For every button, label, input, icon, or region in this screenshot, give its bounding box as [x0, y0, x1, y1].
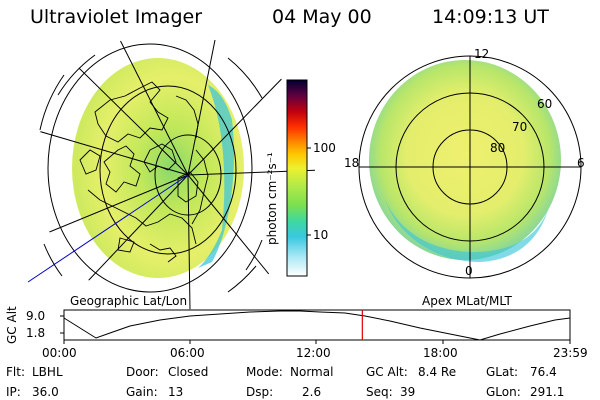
- colorbar-frame: [286, 79, 308, 277]
- altitude-curve: [63, 310, 571, 341]
- mlat-label-80: 80: [490, 141, 506, 155]
- altitude-tick-9: 9.0: [26, 309, 46, 323]
- time-tick-0000: 00:00: [42, 346, 77, 360]
- mlat-label-70: 70: [512, 120, 528, 134]
- magnetic-polar-panel: [358, 55, 582, 279]
- info-flt-value: LBHL: [32, 365, 63, 379]
- altitude-axis-label: GC Alt: [5, 306, 19, 344]
- info-door-value: Closed: [168, 365, 209, 379]
- magnetic-panel-caption: Apex MLat/MLT: [422, 294, 512, 308]
- geographic-panel-caption: Geographic Lat/Lon: [70, 294, 188, 308]
- time-tick-1800: 18:00: [423, 346, 458, 360]
- info-mode-value: Normal: [290, 365, 334, 379]
- mlat-label-60: 60: [537, 97, 553, 111]
- emission-edge-right: [385, 200, 548, 262]
- mlt-label-0: 0: [465, 264, 473, 278]
- altitude-plot-frame: [63, 309, 571, 341]
- info-dsp-key: Dsp:: [246, 385, 274, 399]
- info-mode-key: Mode:: [246, 365, 283, 379]
- info-gcalt-value: 8.4 Re: [418, 365, 457, 379]
- info-ip-key: IP:: [6, 385, 21, 399]
- info-glat-value: 76.4: [530, 365, 557, 379]
- date-label: 04 May 00: [272, 6, 372, 28]
- info-gain-value: 13: [168, 385, 184, 399]
- time-ticks: [60, 315, 571, 344]
- info-flt-key: Flt:: [6, 365, 25, 379]
- altitude-plot: [60, 309, 571, 344]
- altitude-tick-1-8: 1.8: [26, 326, 46, 340]
- info-dsp-value: 2.6: [302, 385, 322, 399]
- info-glat-key: GLat:: [486, 365, 519, 379]
- info-glon-value: 291.1: [530, 385, 565, 399]
- uv-emission-image-right: [369, 60, 561, 260]
- colorbar: [286, 79, 311, 277]
- info-gcalt-key: GC Alt:: [366, 365, 408, 379]
- info-ip-value: 36.0: [32, 385, 59, 399]
- earth-limb-arcs: [39, 54, 263, 293]
- emission-edge-left: [198, 85, 234, 268]
- info-seq-key: Seq:: [366, 385, 393, 399]
- instrument-title: Ultraviolet Imager: [30, 6, 203, 28]
- info-door-key: Door:: [126, 365, 159, 379]
- coastlines: [79, 81, 209, 263]
- time-tick-2359: 23:59: [553, 346, 588, 360]
- mlt-meridians: [359, 56, 581, 278]
- time-tick-0600: 06:00: [170, 346, 205, 360]
- colorbar-unit-label: photon cm⁻²s⁻¹: [265, 152, 279, 245]
- mlt-label-12: 12: [474, 47, 490, 61]
- geographic-image-panel: [27, 30, 315, 310]
- colorbar-label-100: 100: [313, 141, 336, 155]
- time-tick-1200: 12:00: [296, 346, 331, 360]
- info-seq-value: 39: [400, 385, 416, 399]
- info-glon-key: GLon:: [486, 385, 521, 399]
- mlt-label-6: 6: [577, 156, 585, 170]
- colorbar-label-10: 10: [313, 228, 329, 242]
- time-label: 14:09:13 UT: [432, 6, 549, 28]
- terminator-line: [27, 174, 189, 283]
- info-gain-key: Gain:: [126, 385, 158, 399]
- colorbar-gradient: [287, 80, 307, 276]
- mlt-label-18: 18: [344, 156, 360, 170]
